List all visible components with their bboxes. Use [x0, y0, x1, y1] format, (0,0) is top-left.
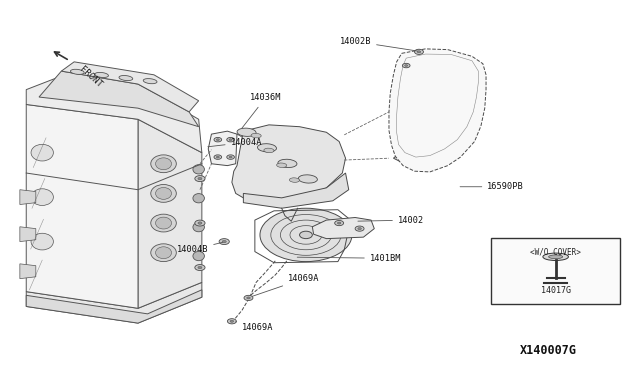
Polygon shape	[26, 282, 202, 323]
Polygon shape	[20, 227, 36, 241]
Text: 14017G: 14017G	[541, 286, 571, 295]
Text: FRONT: FRONT	[77, 64, 103, 89]
Text: 14069A: 14069A	[236, 322, 273, 332]
Circle shape	[198, 222, 202, 224]
Circle shape	[214, 155, 221, 159]
FancyBboxPatch shape	[491, 238, 620, 304]
Ellipse shape	[278, 159, 297, 167]
Circle shape	[227, 319, 236, 324]
Ellipse shape	[31, 144, 53, 161]
Circle shape	[300, 231, 312, 238]
Ellipse shape	[264, 148, 274, 153]
Ellipse shape	[31, 189, 53, 205]
Ellipse shape	[156, 217, 172, 229]
Circle shape	[222, 240, 227, 243]
Circle shape	[230, 320, 234, 322]
Polygon shape	[61, 62, 198, 112]
Circle shape	[415, 49, 424, 54]
Circle shape	[195, 264, 205, 270]
Text: 14004A: 14004A	[208, 138, 262, 147]
Polygon shape	[26, 105, 138, 308]
Ellipse shape	[156, 247, 172, 259]
Ellipse shape	[119, 76, 132, 81]
Polygon shape	[20, 190, 36, 205]
Circle shape	[335, 221, 344, 226]
Polygon shape	[208, 131, 237, 166]
Polygon shape	[232, 125, 346, 204]
Circle shape	[227, 155, 234, 159]
Polygon shape	[389, 49, 486, 172]
Text: 14004B: 14004B	[177, 242, 223, 254]
Circle shape	[216, 156, 220, 158]
Polygon shape	[20, 264, 36, 279]
Circle shape	[214, 137, 221, 142]
Ellipse shape	[237, 128, 256, 137]
Ellipse shape	[193, 193, 204, 203]
Ellipse shape	[276, 163, 287, 167]
Text: 14002B: 14002B	[340, 37, 417, 51]
Ellipse shape	[31, 233, 53, 250]
Circle shape	[198, 177, 202, 180]
Ellipse shape	[156, 158, 172, 170]
Ellipse shape	[193, 222, 204, 232]
Ellipse shape	[143, 78, 157, 84]
Ellipse shape	[289, 178, 300, 182]
Circle shape	[227, 137, 234, 142]
Text: 14002: 14002	[358, 216, 424, 225]
Text: 1401BM: 1401BM	[297, 254, 401, 263]
Circle shape	[219, 238, 229, 244]
Circle shape	[246, 297, 250, 299]
Circle shape	[216, 139, 220, 141]
Polygon shape	[244, 143, 320, 158]
Ellipse shape	[257, 144, 276, 152]
FancyBboxPatch shape	[429, 98, 460, 118]
Polygon shape	[252, 158, 326, 173]
FancyBboxPatch shape	[422, 64, 455, 86]
Circle shape	[358, 228, 362, 230]
Ellipse shape	[193, 251, 204, 261]
Ellipse shape	[95, 73, 108, 77]
Ellipse shape	[151, 214, 176, 232]
Circle shape	[195, 176, 205, 182]
Circle shape	[198, 266, 202, 269]
Ellipse shape	[251, 133, 261, 138]
Polygon shape	[394, 154, 428, 167]
Ellipse shape	[548, 255, 563, 259]
Circle shape	[417, 51, 420, 53]
Polygon shape	[312, 218, 374, 238]
Circle shape	[403, 63, 410, 68]
Polygon shape	[237, 128, 312, 142]
Ellipse shape	[543, 253, 568, 260]
Ellipse shape	[193, 165, 204, 174]
Circle shape	[229, 139, 232, 141]
Text: 14036M: 14036M	[242, 93, 281, 128]
Circle shape	[337, 222, 341, 224]
Circle shape	[195, 220, 205, 226]
Polygon shape	[26, 75, 202, 153]
Polygon shape	[260, 174, 332, 189]
FancyBboxPatch shape	[431, 130, 458, 147]
Ellipse shape	[156, 187, 172, 199]
Polygon shape	[138, 119, 202, 308]
Ellipse shape	[151, 155, 176, 173]
Circle shape	[229, 156, 232, 158]
Text: <W/O COVER>: <W/O COVER>	[530, 247, 581, 256]
Circle shape	[244, 295, 253, 301]
Text: 14069A: 14069A	[252, 274, 319, 296]
Ellipse shape	[151, 244, 176, 262]
Text: X140007G: X140007G	[520, 344, 577, 357]
Circle shape	[355, 226, 364, 231]
Polygon shape	[26, 290, 202, 323]
Text: 16590PB: 16590PB	[460, 182, 524, 191]
Ellipse shape	[70, 69, 84, 74]
Polygon shape	[39, 71, 198, 127]
Ellipse shape	[298, 175, 317, 183]
Ellipse shape	[151, 185, 176, 202]
Circle shape	[260, 208, 352, 262]
Circle shape	[404, 65, 408, 67]
Polygon shape	[243, 173, 349, 208]
